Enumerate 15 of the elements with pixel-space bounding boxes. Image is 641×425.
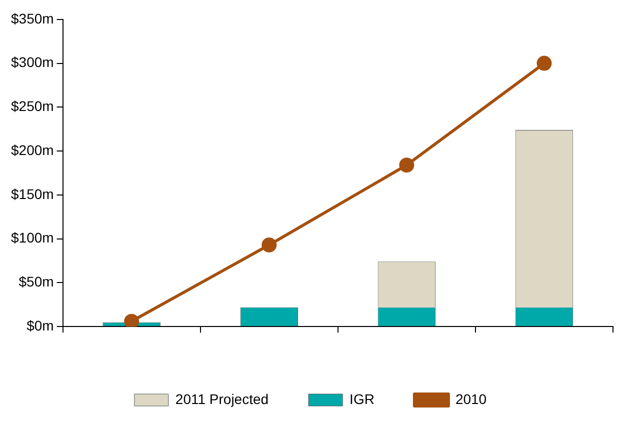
y-tick-label: $200m — [10, 142, 54, 158]
y-tick-label: $150m — [10, 186, 54, 202]
point — [399, 158, 414, 173]
y-tick-label: $250m — [10, 98, 54, 114]
point — [262, 237, 277, 252]
y-tick-label: $0m — [26, 317, 54, 334]
point — [124, 314, 140, 327]
y-tick-label: $300m — [10, 54, 54, 70]
legend-label: 2011 Projected — [175, 390, 269, 407]
point — [536, 56, 552, 71]
legend-label: 2010 — [455, 390, 487, 407]
y-tick-label: $100m — [10, 230, 54, 246]
y-tick-label: $350m — [10, 10, 54, 26]
y-tick-label: $50m — [18, 274, 54, 290]
legend-label: IGR — [350, 390, 374, 407]
